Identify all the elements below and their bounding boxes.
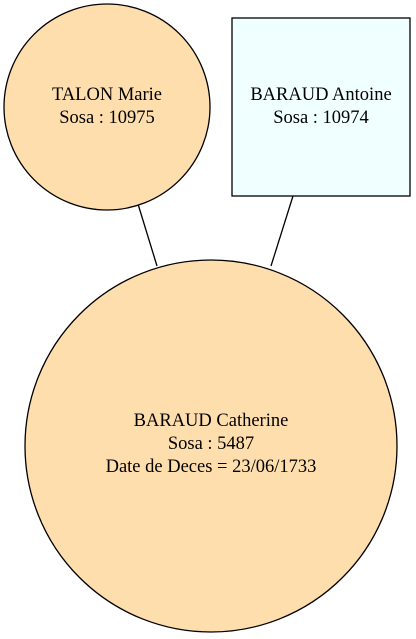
- node-child-death-date: Date de Deces = 23/06/1733: [106, 457, 317, 477]
- node-father-sosa: Sosa : 10974: [273, 108, 369, 128]
- node-child-sosa: Sosa : 5487: [168, 434, 254, 454]
- node-mother[interactable]: TALON Marie Sosa : 10975: [3, 3, 211, 211]
- node-mother-name: TALON Marie: [52, 85, 162, 105]
- edge-father-to-child: [270, 195, 294, 267]
- node-mother-circle: [3, 3, 211, 211]
- node-mother-sosa: Sosa : 10975: [59, 108, 155, 128]
- node-father-box: [231, 17, 411, 197]
- node-child[interactable]: BARAUD Catherine Sosa : 5487 Date de Dec…: [24, 259, 398, 633]
- node-child-name: BARAUD Catherine: [134, 411, 289, 431]
- edge-mother-to-child: [137, 203, 158, 267]
- node-father-name: BARAUD Antoine: [250, 85, 391, 105]
- node-father[interactable]: BARAUD Antoine Sosa : 10974: [231, 17, 411, 197]
- node-child-circle: [24, 259, 398, 633]
